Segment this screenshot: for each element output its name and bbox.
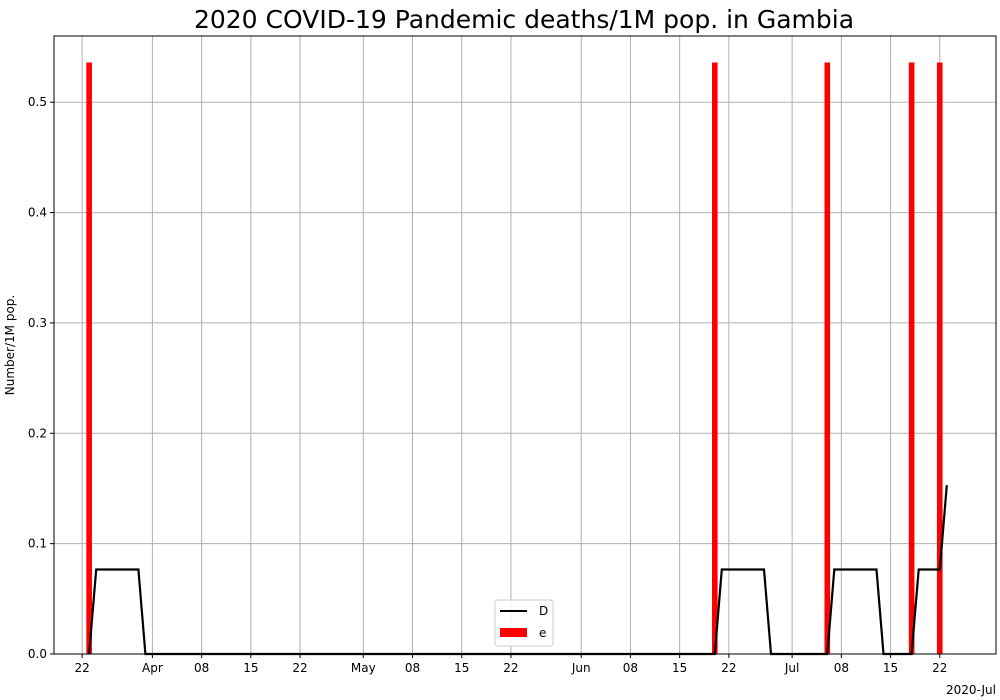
bar-mark: [824, 62, 831, 654]
y-axis-label: Number/1M pop.: [3, 295, 17, 395]
y-tick-label: 0.4: [28, 206, 47, 220]
x-tick-label: May: [351, 661, 376, 675]
x-tick-label: 22: [292, 661, 307, 675]
chart-title: 2020 COVID-19 Pandemic deaths/1M pop. in…: [194, 5, 854, 34]
x-tick-label: 22: [74, 661, 89, 675]
legend-entry-bar: e: [539, 626, 546, 640]
y-tick-label: 0.5: [28, 95, 47, 109]
bar-mark: [936, 62, 943, 654]
x-tick-label: 08: [194, 661, 209, 675]
legend: D e: [494, 599, 554, 647]
x-tick-label: 15: [454, 661, 469, 675]
x-tick-label: 08: [834, 661, 849, 675]
y-tick-label: 0.3: [28, 316, 47, 330]
x-tick-label: 22: [503, 661, 518, 675]
x-tick-label: Apr: [142, 661, 163, 675]
y-axis-ticks: 0.0 0.1 0.2 0.3 0.4 0.5: [28, 95, 54, 661]
x-tick-label: 08: [623, 661, 638, 675]
y-tick-label: 0.1: [28, 537, 47, 551]
x-tick-label: 15: [243, 661, 258, 675]
plot-frame: [53, 35, 997, 655]
x-tick-label: Jul: [784, 661, 799, 675]
x-axis-ticks: 22 Apr 08 15 22 May 08 15 22 Jun 08 15 22 Jul 08 15 22: [74, 654, 947, 675]
bar-mark: [86, 62, 92, 654]
x-tick-label: 15: [672, 661, 687, 675]
x-tick-label: 22: [721, 661, 736, 675]
x-tick-label: 22: [932, 661, 947, 675]
x-offset-label: 2020-Jul: [946, 683, 996, 697]
legend-bar-swatch: [500, 628, 527, 637]
y-tick-label: 0.0: [28, 647, 47, 661]
legend-entry-line: D: [539, 604, 548, 618]
x-tick-label: 15: [883, 661, 898, 675]
x-tick-label: Jun: [571, 661, 591, 675]
bar-mark: [711, 62, 718, 654]
bar-mark: [908, 62, 915, 654]
y-tick-label: 0.2: [28, 426, 47, 440]
x-tick-label: 08: [405, 661, 420, 675]
bar-series: [86, 62, 943, 654]
